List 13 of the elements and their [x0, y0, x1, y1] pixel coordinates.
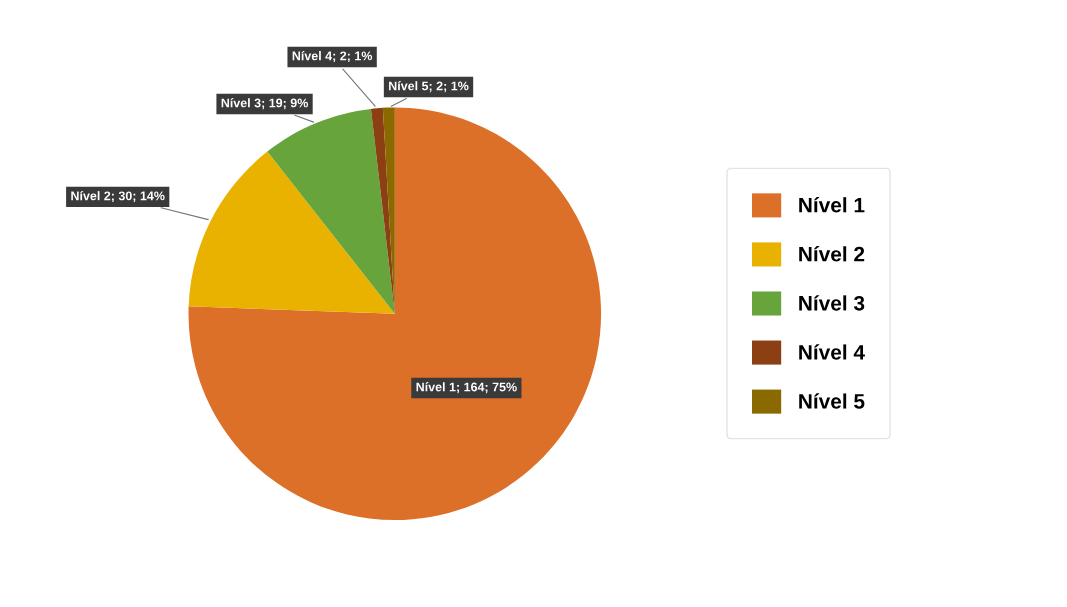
data-label: Nível 2; 30; 14%: [71, 190, 165, 203]
legend-label: Nível 1: [799, 197, 865, 213]
legend-label: Nível 4: [799, 344, 865, 360]
pie-slice: [188, 151, 395, 314]
pie-slice: [370, 107, 395, 314]
legend-label: Nível 2: [799, 246, 865, 262]
data-label: Nível 4; 2; 1%: [292, 50, 373, 63]
legend-label: Nível 3: [799, 295, 865, 311]
legend-label: Nível 5: [799, 393, 865, 409]
pie-slice: [267, 108, 395, 314]
data-label: Nível 3; 19; 9%: [221, 98, 309, 110]
data-label: Nível 5; 2; 1%: [389, 81, 469, 93]
data-label: Nível 1; 164; 75%: [416, 382, 517, 394]
